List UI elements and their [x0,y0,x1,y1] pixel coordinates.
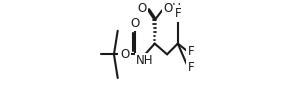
Text: OH: OH [164,2,182,15]
Text: O: O [120,48,129,61]
Text: NH: NH [136,54,154,67]
Text: O: O [137,2,147,15]
Text: F: F [188,45,195,58]
Text: O: O [130,17,139,30]
Text: F: F [175,7,181,20]
Text: F: F [188,61,195,74]
